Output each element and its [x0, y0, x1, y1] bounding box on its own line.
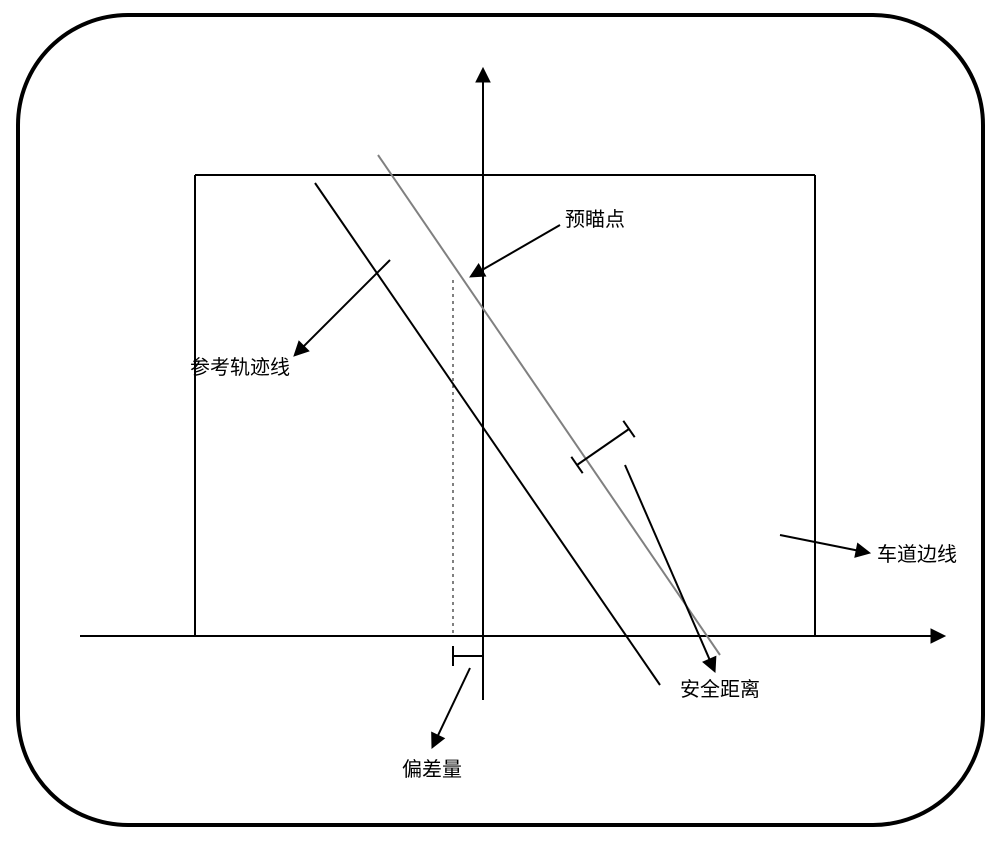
lane-edge-line	[378, 155, 720, 655]
label-lane-edge: 车道边线	[877, 545, 957, 565]
outer-border	[18, 15, 983, 825]
safety-distance-bracket	[577, 429, 629, 465]
label-safety-distance: 安全距离	[680, 680, 760, 700]
	[623, 421, 634, 437]
	[571, 457, 582, 473]
label-reference-line: 参考轨迹线	[190, 358, 290, 378]
diagram-stage: 参考轨迹线 预瞄点 车道边线 安全距离 偏差量	[0, 0, 1000, 843]
arrow-safety-distance	[625, 465, 712, 664]
arrow-reference-line	[300, 260, 390, 350]
reference-line	[315, 183, 660, 685]
arrow-preview-point	[477, 225, 560, 273]
arrow-deviation	[436, 668, 470, 740]
label-preview-point: 预瞄点	[565, 210, 625, 230]
label-deviation: 偏差量	[402, 760, 462, 780]
arrow-lane-edge	[780, 535, 862, 551]
diagram-svg	[0, 0, 1000, 843]
